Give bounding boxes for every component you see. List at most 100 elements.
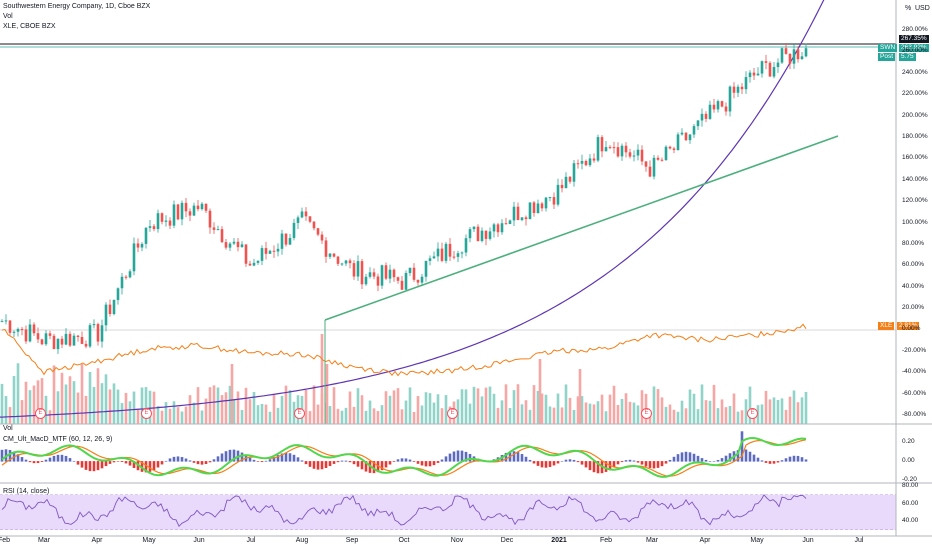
candle-body xyxy=(136,243,140,248)
volume-bar xyxy=(552,407,556,424)
volume-bar xyxy=(24,381,28,424)
macd-histogram-bar xyxy=(160,461,164,465)
candle-body xyxy=(604,147,608,152)
volume-bar xyxy=(348,391,352,424)
macd-histogram-bar xyxy=(692,453,696,462)
candle-body xyxy=(804,48,808,57)
volume-bar xyxy=(796,402,800,424)
candle-body xyxy=(764,61,768,63)
candle-body xyxy=(780,48,784,63)
candle-body xyxy=(572,163,576,182)
macd-histogram-bar xyxy=(604,461,608,472)
macd-histogram-bar xyxy=(200,461,204,465)
macd-histogram-bar xyxy=(632,460,636,462)
candle-body xyxy=(644,161,648,167)
macd-histogram-bar xyxy=(424,461,428,467)
y-tick-label: 20.00% xyxy=(902,304,925,312)
macd-histogram-bar xyxy=(664,461,668,464)
vol-pane-label: Vol xyxy=(3,425,13,432)
macd-histogram-bar xyxy=(372,461,376,474)
macd-histogram-bar xyxy=(688,452,692,462)
macd-histogram-bar xyxy=(520,454,524,462)
macd-histogram-bar xyxy=(268,459,272,462)
macd-histogram-bar xyxy=(548,461,552,467)
candle-body xyxy=(68,333,72,346)
macd-histogram-bar xyxy=(696,455,700,462)
macd-histogram-bar xyxy=(504,452,508,462)
candle-body xyxy=(448,243,452,257)
macd-histogram-bar xyxy=(588,461,592,471)
macd-histogram-bar xyxy=(624,460,628,462)
candle-body xyxy=(396,277,400,281)
candle-body xyxy=(12,331,16,333)
candle-body xyxy=(776,62,780,67)
x-tick-label: Jul xyxy=(246,537,256,544)
volume-bar xyxy=(40,378,44,424)
candle-body xyxy=(432,256,436,259)
candle-body xyxy=(704,113,708,119)
earnings-marker[interactable]: E xyxy=(641,408,652,419)
macd-histogram-bar xyxy=(384,461,388,468)
macd-histogram-bar xyxy=(452,451,456,462)
candle-body xyxy=(408,267,412,274)
xle-value-tag: 2.81% xyxy=(897,322,920,330)
macd-histogram-bar xyxy=(560,461,564,462)
macd-histogram-bar xyxy=(628,459,632,462)
volume-bar xyxy=(68,376,72,424)
candle-body xyxy=(532,202,536,214)
post-label-tag: Post xyxy=(878,53,896,61)
main-legend-title: Southwestern Energy Company, 1D, Cboe BZ… xyxy=(3,3,151,10)
macd-histogram-bar xyxy=(428,461,432,467)
candle-body xyxy=(456,253,460,257)
volume-bar xyxy=(336,408,340,424)
candle-body xyxy=(276,248,280,252)
trend-line xyxy=(324,135,839,321)
volume-bar xyxy=(624,393,628,424)
earnings-marker[interactable]: E xyxy=(294,408,305,419)
candle-body xyxy=(188,211,192,216)
macd-histogram-bar xyxy=(404,458,408,462)
earnings-marker[interactable]: E xyxy=(35,408,46,419)
volume-bar xyxy=(396,388,400,424)
macd-histogram-bar xyxy=(324,461,328,468)
macd-histogram-bar xyxy=(644,461,648,467)
volume-bar xyxy=(408,387,412,424)
candle-body xyxy=(420,276,424,283)
volume-bar xyxy=(180,411,184,424)
candle-body xyxy=(412,267,416,280)
volume-bar xyxy=(312,385,316,424)
volume-bar xyxy=(144,387,148,424)
volume-bar xyxy=(540,393,544,424)
volume-bar xyxy=(496,407,500,424)
volume-bar xyxy=(284,385,288,424)
swn-value-tag: 263.92% xyxy=(899,44,929,52)
candle-body xyxy=(724,106,728,112)
x-tick-label: Apr xyxy=(91,537,103,544)
macd-histogram-bar xyxy=(348,461,352,463)
x-tick-label: Nov xyxy=(450,537,464,544)
volume-bar xyxy=(720,399,724,424)
candle-body xyxy=(376,276,380,286)
candle-body xyxy=(708,104,712,119)
macd-histogram-bar xyxy=(728,453,732,462)
candle-body xyxy=(252,262,256,266)
earnings-marker[interactable]: E xyxy=(747,408,758,419)
macd-histogram-bar xyxy=(144,461,148,473)
macd-histogram-bar xyxy=(764,461,768,463)
candle-body xyxy=(0,321,4,323)
candle-body xyxy=(524,217,528,220)
earnings-marker[interactable]: E xyxy=(447,408,458,419)
volume-bar xyxy=(576,396,580,424)
volume-bar xyxy=(128,401,132,424)
candle-body xyxy=(88,325,92,347)
macd-histogram-bar xyxy=(180,457,184,462)
volume-bar xyxy=(356,388,360,424)
earnings-marker[interactable]: E xyxy=(141,408,152,419)
candle-body xyxy=(160,213,164,222)
volume-bar xyxy=(404,400,408,424)
macd-histogram-bar xyxy=(596,461,600,474)
volume-bar xyxy=(156,406,160,424)
candle-body xyxy=(100,325,104,342)
macd-histogram-bar xyxy=(128,461,132,466)
